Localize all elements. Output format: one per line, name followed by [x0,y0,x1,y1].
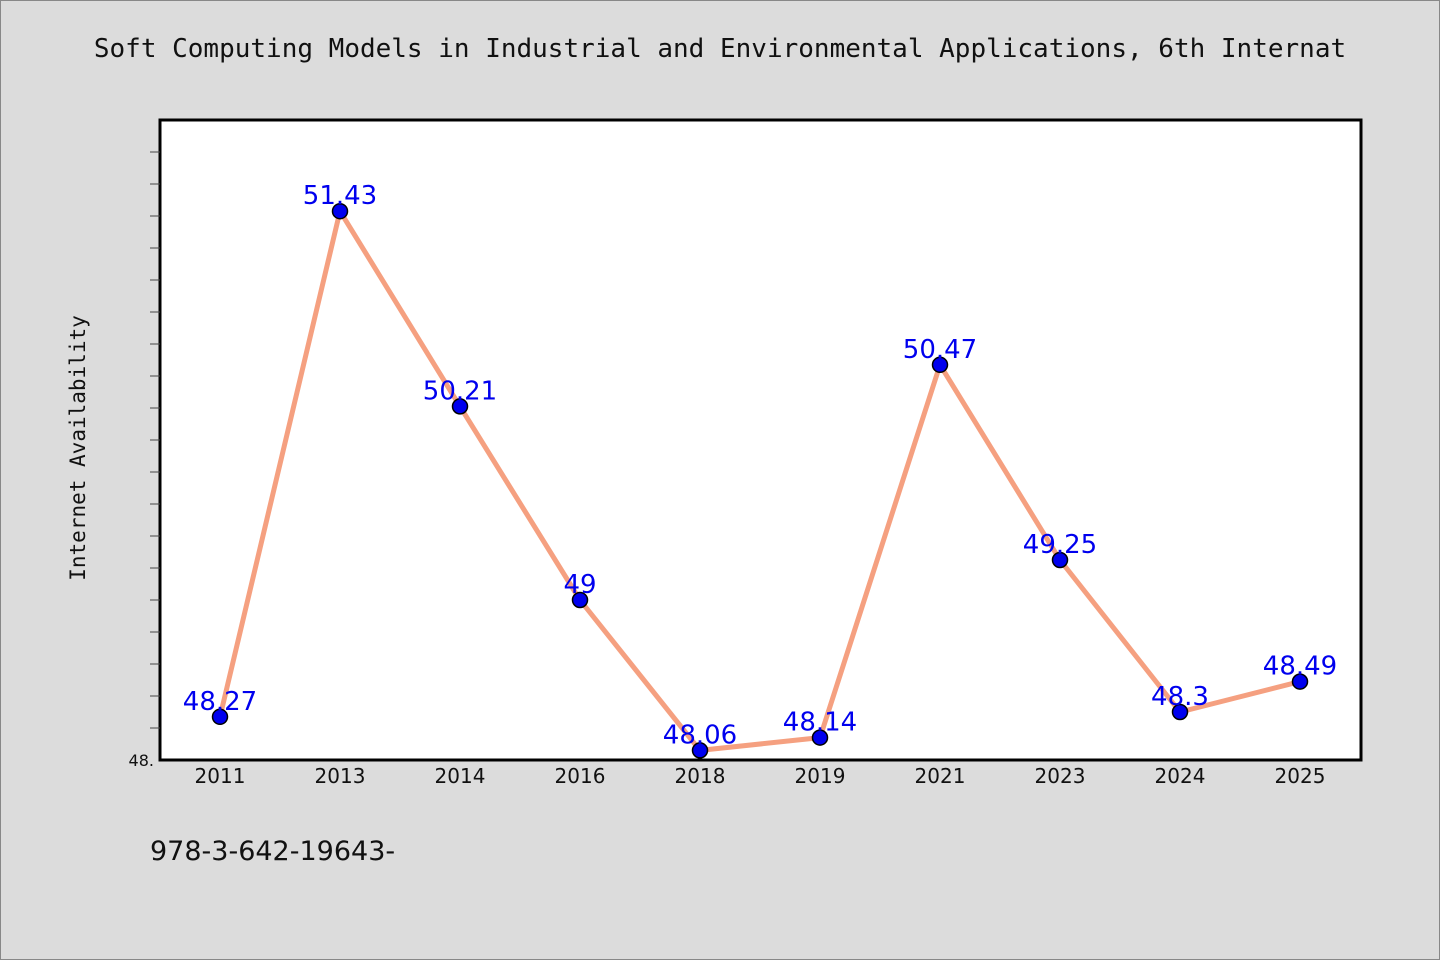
data-label: 50.47 [903,335,977,365]
data-point [931,356,949,374]
x-axis-tick-labels: 2011 2013 2014 2016 2018 2019 2021 2023 2024 2025 [195,764,1326,788]
data-label: 49.25 [1023,530,1097,560]
data-label: 48.49 [1263,652,1337,682]
data-point [211,708,229,726]
x-tick-label: 2016 [555,764,606,788]
data-point [1171,703,1189,721]
plot-area [158,118,1363,762]
data-label: 50.21 [423,376,497,406]
data-label: 48.3 [1151,682,1209,712]
data-label: 48.06 [663,720,737,750]
y-tick-label: 48. [129,751,154,770]
data-point [1291,673,1309,690]
chart-title: Soft Computing Models in Industrial and … [93,34,1347,64]
x-tick-label: 2024 [1155,764,1206,788]
data-label: 51.43 [303,181,377,211]
data-point [1051,551,1069,569]
data-label: 48.27 [183,687,257,717]
data-label: 49 [563,570,596,600]
series-line [217,208,1301,753]
x-tick-label: 2019 [795,764,846,788]
x-tick-label: 2021 [915,764,966,788]
footnote-isbn: 978-3-642-19643- [150,836,396,867]
y-axis-ticks [150,151,160,729]
x-tick-label: 2013 [315,764,366,788]
x-tick-label: 2011 [195,764,246,788]
data-point [691,742,709,759]
data-point [571,591,589,609]
data-labels: 48.27 51.43 50.21 49 48.06 48.14 50.47 49.25 48.… [183,181,1337,750]
data-point [331,202,349,220]
x-tick-label: 2014 [435,764,486,788]
data-point [811,729,829,746]
x-tick-label: 2023 [1035,764,1086,788]
data-label: 48.14 [783,708,857,738]
x-tick-label: 2018 [675,764,726,788]
x-tick-label: 2025 [1275,764,1326,788]
data-markers [211,202,1309,759]
data-point [451,398,469,415]
